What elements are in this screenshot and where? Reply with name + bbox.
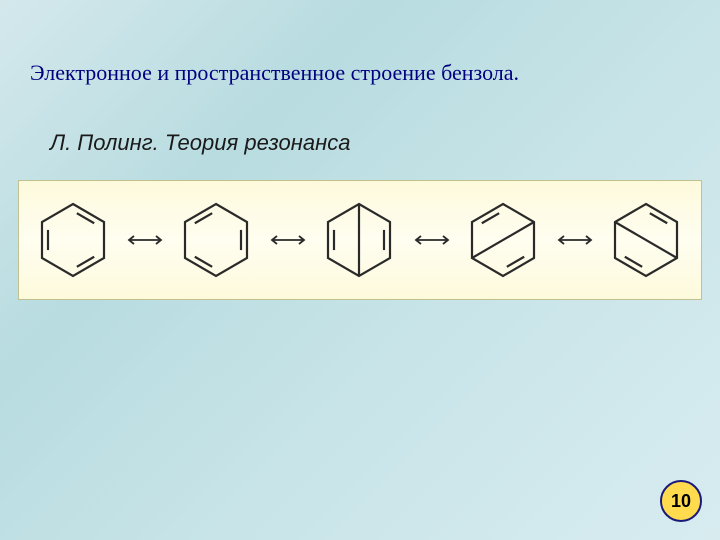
page-title: Электронное и пространственное строение …	[30, 60, 519, 86]
resonance-arrow-icon	[125, 190, 165, 290]
subtitle: Л. Полинг. Теория резонанса	[50, 130, 350, 156]
structure-dewar-2	[456, 190, 551, 290]
page-number-text: 10	[671, 491, 691, 512]
structure-kekule-2	[169, 190, 264, 290]
structure-dewar-3	[599, 190, 694, 290]
structure-kekule-1	[26, 190, 121, 290]
structure-dewar-1	[312, 190, 407, 290]
resonance-arrow-icon	[412, 190, 452, 290]
resonance-diagram	[18, 180, 702, 300]
page-number-badge: 10	[660, 480, 702, 522]
resonance-arrow-icon	[268, 190, 308, 290]
resonance-arrow-icon	[555, 190, 595, 290]
